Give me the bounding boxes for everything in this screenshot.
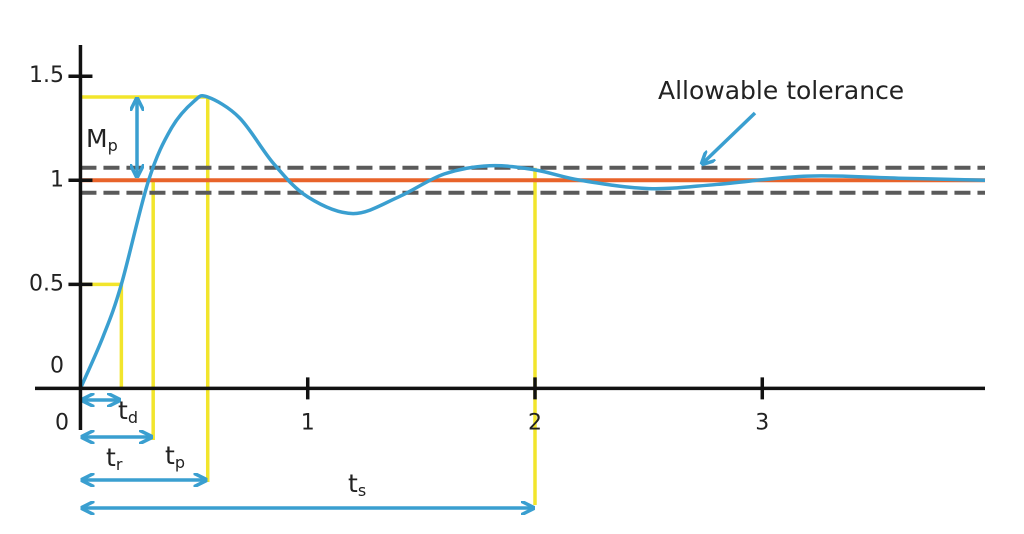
time-label: tp — [165, 441, 185, 472]
annotation-arrow — [703, 111, 757, 163]
time-label-main: t — [348, 469, 358, 498]
overshoot-label: Mp — [86, 124, 118, 155]
time-label: td — [118, 396, 138, 427]
x-tick-label: 1 — [301, 410, 315, 435]
x-tick-label: 2 — [528, 410, 542, 435]
overshoot-label-main: M — [86, 124, 108, 153]
time-label-main: t — [106, 443, 116, 472]
overshoot-label-sub: p — [108, 136, 118, 155]
response-curve — [78, 94, 986, 390]
time-label-sub: r — [116, 455, 123, 474]
time-label-sub: p — [175, 453, 185, 472]
y-tick-label: 0.5 — [29, 271, 64, 296]
y-tick-label: 0 — [50, 353, 64, 378]
y-tick-label: 1.5 — [29, 63, 64, 88]
time-label: ts — [348, 469, 366, 500]
time-label-main: t — [118, 396, 128, 425]
time-label-main: t — [165, 441, 175, 470]
x-tick-label: 3 — [755, 410, 769, 435]
y-tick-label: 1 — [50, 167, 64, 192]
time-label-sub: s — [358, 481, 366, 500]
time-label: tr — [106, 443, 123, 474]
time-label-sub: d — [128, 408, 138, 427]
x-tick-label: 0 — [55, 410, 69, 435]
annotation: Allowable tolerance — [658, 76, 904, 105]
